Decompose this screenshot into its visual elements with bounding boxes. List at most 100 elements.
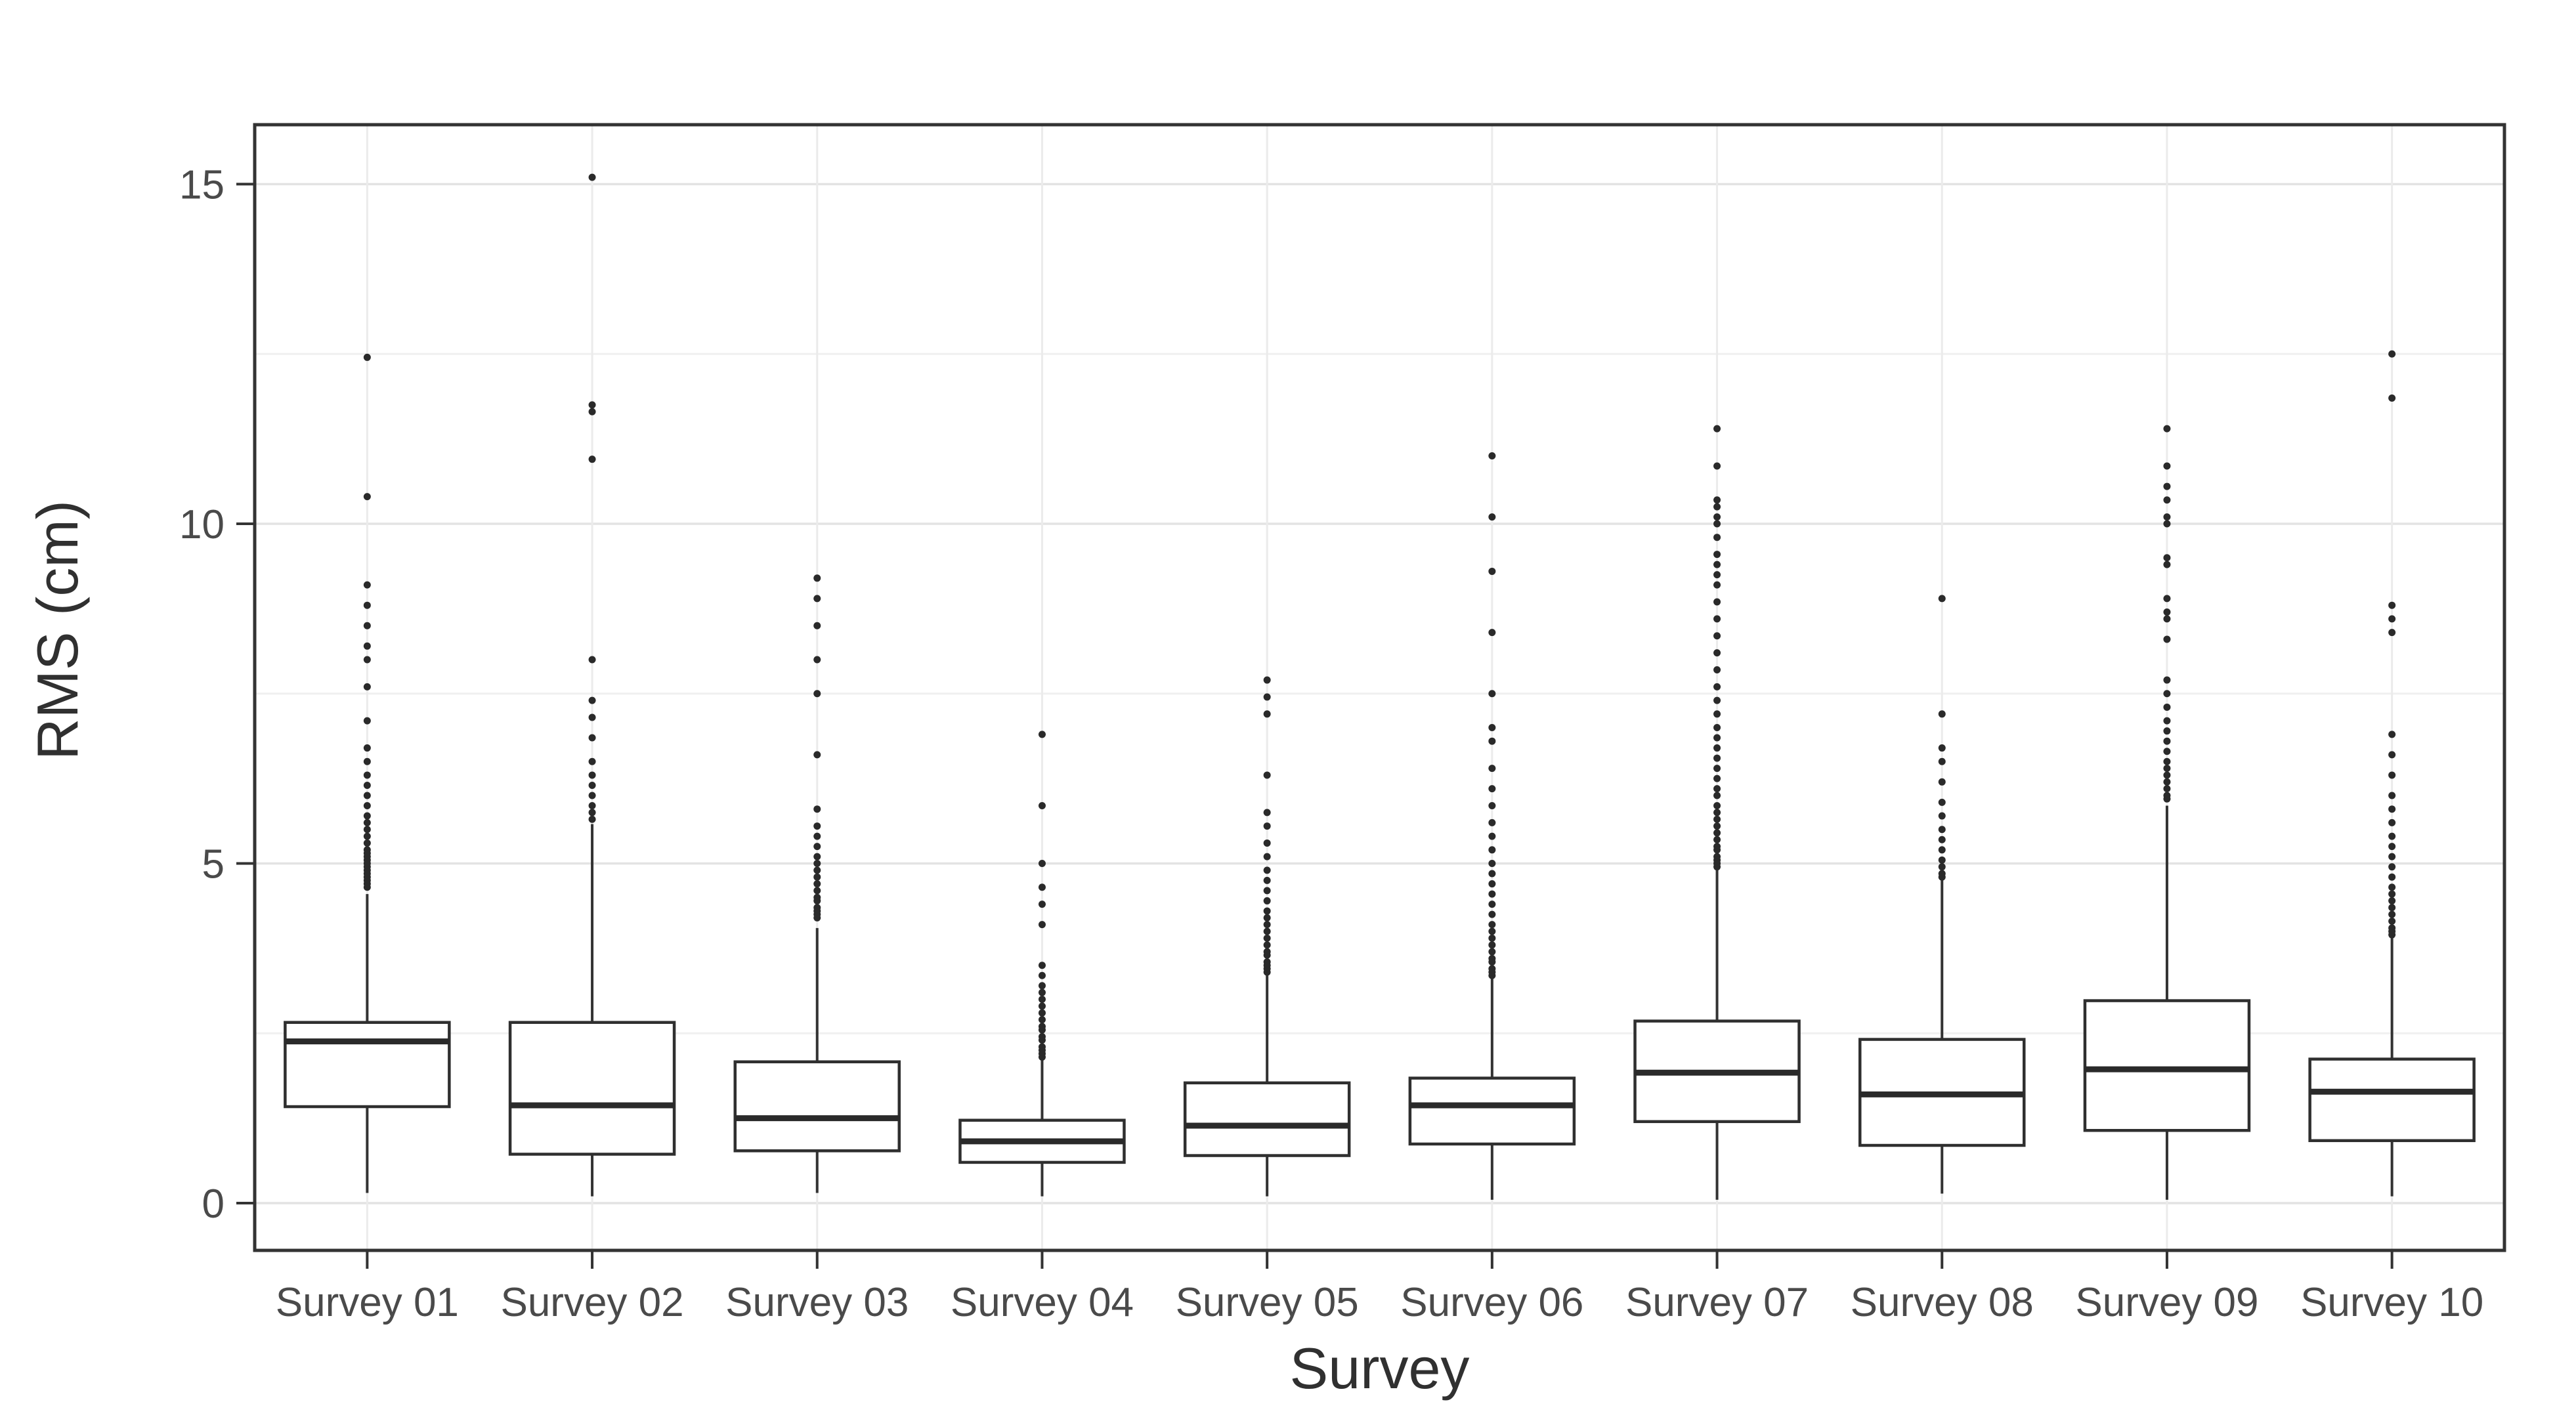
outlier-point [588,656,596,664]
outlier-point [2163,757,2171,765]
outlier-point [2388,350,2396,358]
outlier-point [2163,765,2171,773]
outlier-point [1488,818,1496,826]
outlier-point [1263,897,1271,904]
outlier-point [813,853,821,860]
outlier-point [1488,880,1496,888]
boxplot-survey-09 [2083,425,2251,1200]
outlier-point [2163,520,2171,528]
outlier-point [1263,914,1271,922]
outlier-point [1488,965,1496,973]
outlier-point [2388,897,2396,904]
outlier-point [1263,839,1271,847]
outlier-point [1488,737,1496,745]
outlier-point [1713,425,1721,433]
outlier-point [1488,567,1496,575]
outlier-point [1263,927,1271,935]
outlier-point [2163,554,2171,562]
outlier-point [1263,948,1271,956]
outlier-point [813,690,821,698]
outlier-point [1263,941,1271,949]
outlier-point [363,493,371,501]
outlier-point [1713,632,1721,640]
outlier-point [1938,710,1946,718]
outlier-point [1488,954,1496,962]
outlier-point [588,408,596,415]
outlier-point [813,880,821,888]
iqr-box [733,1060,901,1153]
boxplot-survey-10 [2308,350,2476,1197]
outlier-point [1038,860,1046,867]
outlier-point [1488,870,1496,878]
iqr-box [284,1021,451,1109]
outlier-point [1713,792,1721,799]
outlier-point [1038,971,1046,979]
outlier-point [2163,513,2171,521]
outlier-point [363,581,371,589]
outlier-point [1488,513,1496,521]
outlier-point [2163,635,2171,643]
outlier-point [1713,853,1721,860]
panel-border [253,123,2506,1252]
outlier-point [2388,832,2396,840]
outlier-point [2388,792,2396,799]
outlier-point [1038,731,1046,738]
outlier-point [1488,927,1496,935]
outlier-point [2163,482,2171,490]
outlier-point [1488,921,1496,929]
outlier-point [2388,394,2396,402]
outlier-point [1713,822,1721,830]
outlier-point [1713,513,1721,521]
outlier-point [1263,710,1271,718]
outlier-point [2388,818,2396,826]
outlier-point [2388,843,2396,851]
y-tick-label: 5 [202,842,225,887]
outliers-survey-04 [1038,731,1046,1061]
outlier-point [363,642,371,650]
outlier-point [813,805,821,813]
boxplot-survey-07 [1633,425,1801,1200]
outlier-point [1263,676,1271,684]
outlier-point [1488,690,1496,698]
outlier-point [1713,496,1721,504]
outlier-point [1713,462,1721,470]
outlier-point [1038,802,1046,810]
outlier-point [1263,958,1271,966]
outlier-point [2163,496,2171,504]
outliers-survey-06 [1488,452,1496,979]
outlier-point [1713,696,1721,704]
outlier-point [2388,890,2396,898]
outlier-point [1713,802,1721,810]
x-axis-title: Survey [1290,1336,1470,1401]
outlier-point [1713,615,1721,623]
outlier-point [1488,901,1496,908]
outlier-point [2163,778,2171,786]
outlier-point [363,792,371,799]
x-tick-label: Survey 09 [2075,1280,2258,1325]
boxplot-survey-03 [733,574,901,1193]
outlier-point [813,860,821,867]
outlier-point [1713,744,1721,752]
outlier-point [588,809,596,817]
outlier-point [1938,595,1946,603]
outlier-point [1488,452,1496,459]
outlier-point [813,843,821,851]
outlier-point [1263,866,1271,874]
boxplot-survey-06 [1408,452,1576,1200]
outlier-point [1488,724,1496,731]
x-tick-label: Survey 06 [1400,1280,1583,1325]
outlier-point [363,818,371,826]
boxplot-survey-05 [1183,676,1351,1197]
outlier-point [813,595,821,603]
outlier-point [2388,853,2396,860]
outlier-point [363,771,371,779]
outlier-point [1713,503,1721,511]
outlier-point [1713,598,1721,606]
outlier-point [2388,924,2396,932]
outlier-point [588,792,596,799]
outlier-point [1038,1023,1046,1030]
outlier-point [2163,748,2171,755]
iqr-box [2308,1057,2476,1143]
outlier-point [1488,910,1496,918]
